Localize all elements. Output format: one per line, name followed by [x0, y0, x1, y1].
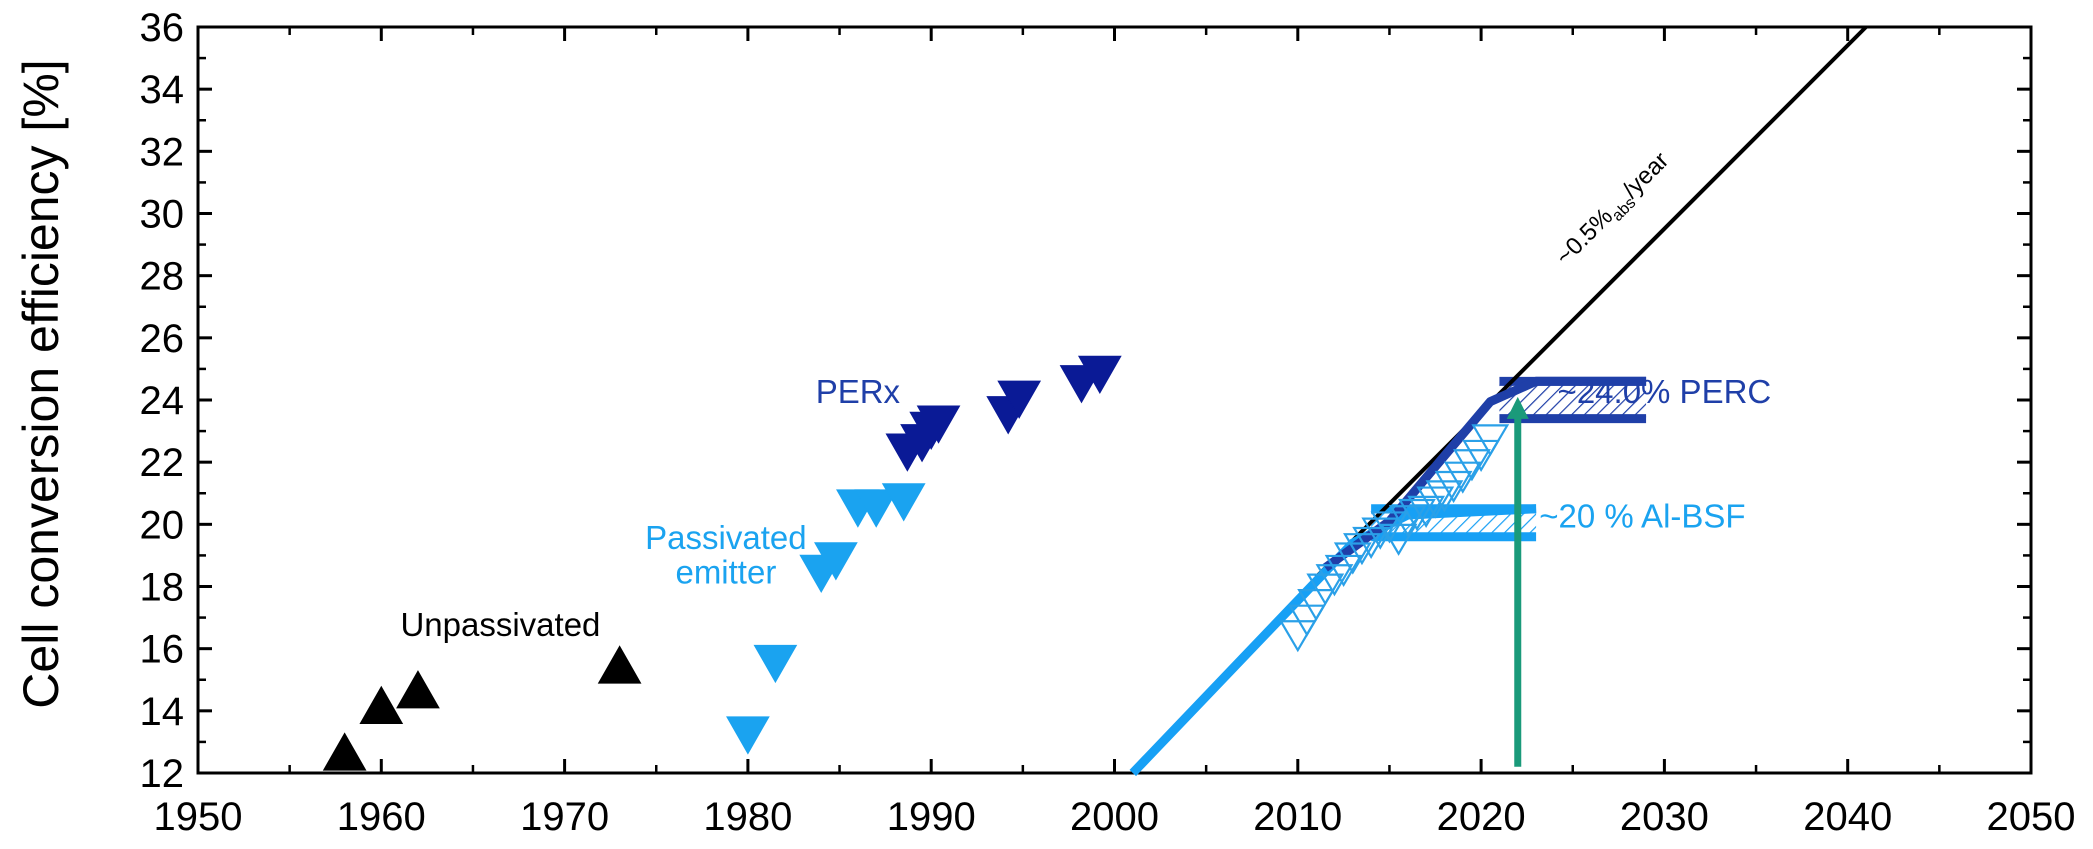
annotation-albsf: ~20 % Al-BSF: [1539, 497, 1745, 534]
trend-line: [1129, 504, 1537, 777]
data-marker: [1370, 511, 1409, 544]
annotation-passivated-2: emitter: [675, 553, 776, 590]
x-tick-label: 1990: [887, 795, 976, 839]
x-tick-label: 1960: [337, 795, 426, 839]
data-marker: [1416, 486, 1455, 519]
x-tick-label: 2010: [1253, 795, 1342, 839]
data-marker: [1333, 542, 1372, 575]
data-marker: [1352, 526, 1391, 560]
data-marker: [1077, 355, 1122, 395]
y-tick-label: 14: [140, 690, 185, 734]
data-marker: [1379, 523, 1418, 556]
data-marker: [881, 483, 926, 522]
trend-slope-label: ~0.5%abs/year: [1551, 147, 1677, 274]
markers: [322, 355, 1510, 771]
data-marker: [814, 542, 858, 581]
y-tick-label: 24: [140, 379, 185, 423]
x-tick-labels: 1950 1960 1970 1980 1990 2000 2010 2020 2030 2040…: [154, 795, 2076, 839]
y-tick-label: 22: [140, 441, 185, 485]
data-marker: [396, 670, 440, 709]
y-tick-label: 18: [140, 566, 185, 610]
data-marker: [1407, 495, 1446, 528]
y-tick-labels: 12 14 16 18 20 22 24 26 28 30 32 34 36: [140, 6, 185, 796]
arrow-head: [1506, 396, 1529, 419]
x-tick-label: 1980: [703, 795, 792, 839]
y-tick-label: 12: [140, 752, 185, 796]
y-tick-label: 28: [140, 255, 185, 299]
x-tick-label: 2030: [1620, 795, 1709, 839]
data-marker: [1398, 498, 1436, 532]
x-tick-label: 2040: [1803, 795, 1892, 839]
data-marker: [753, 644, 798, 684]
data-marker: [997, 380, 1042, 419]
x-tick-label: 2050: [1987, 795, 2076, 839]
y-tick-label: 36: [140, 6, 185, 50]
y-axis-label: Cell conversion efficiency [%]: [13, 59, 69, 708]
data-marker: [726, 716, 770, 755]
x-tick-label: 2020: [1437, 795, 1526, 839]
data-marker: [1297, 589, 1336, 622]
arrow-layer: [1506, 396, 1529, 767]
y-tick-label: 20: [140, 503, 185, 547]
trend-line: [1314, 25, 1868, 579]
data-marker: [1453, 449, 1491, 482]
y-tick-label: 34: [140, 68, 185, 112]
annotation-perx: PERx: [816, 373, 901, 410]
y-tick-label: 26: [140, 317, 185, 361]
data-marker: [1388, 505, 1427, 538]
data-marker: [1434, 470, 1473, 504]
y-tick-label: 32: [140, 130, 185, 174]
data-marker: [597, 645, 642, 684]
data-marker: [1315, 564, 1354, 597]
annotation-unpassivated: Unpassivated: [400, 606, 600, 643]
data-marker: [322, 732, 367, 771]
x-tick-label: 2000: [1070, 795, 1159, 839]
data-marker: [1462, 439, 1501, 473]
data-marker: [1361, 517, 1400, 550]
annotation-passivated-1: Passivated: [645, 519, 806, 556]
data-marker: [1278, 620, 1317, 653]
data-marker: [1306, 573, 1345, 606]
data-marker: [1343, 533, 1381, 566]
data-marker: [1471, 424, 1510, 457]
y-tick-label: 30: [140, 193, 185, 237]
data-marker: [359, 685, 404, 724]
axis-ticks: [196, 25, 2033, 775]
x-tick-label: 1950: [154, 795, 243, 839]
data-marker: [1425, 480, 1464, 513]
data-marker: [916, 405, 961, 444]
x-tick-label: 1970: [520, 795, 609, 839]
annotation-perc: ~24.0% PERC: [1558, 373, 1772, 410]
data-marker: [1288, 604, 1326, 637]
y-tick-label: 16: [140, 628, 185, 672]
data-marker: [854, 489, 899, 528]
